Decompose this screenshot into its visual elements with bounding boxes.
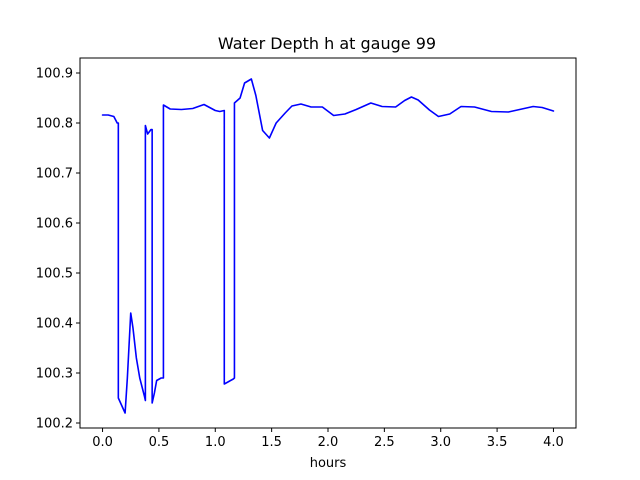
series-line-0 bbox=[101, 78, 555, 414]
x-axis: 0.0 0.5 1.0 1.5 2.0 2.5 3.0 3.5 4.0 bbox=[92, 428, 564, 450]
x-tick-label: 3.0 bbox=[430, 435, 451, 450]
y-tick-label: 100.5 bbox=[36, 267, 73, 282]
x-tick-label: 1.0 bbox=[205, 435, 226, 450]
y-tick-label: 100.3 bbox=[36, 367, 73, 382]
y-tick-label: 100.4 bbox=[36, 317, 73, 332]
x-tick-label: 1.5 bbox=[261, 435, 282, 450]
x-axis-title: hours bbox=[310, 456, 347, 471]
y-axis: 100.2 100.3 100.4 100.5 100.6 100.7 100.8 100.9 bbox=[36, 67, 80, 432]
x-tick-label: 2.0 bbox=[318, 435, 339, 450]
x-tick-label: 0.5 bbox=[149, 435, 170, 450]
x-tick-label: 3.5 bbox=[487, 435, 508, 450]
x-tick-label: 4.0 bbox=[543, 435, 564, 450]
y-tick-label: 100.6 bbox=[36, 217, 73, 232]
x-tick-label: 0.0 bbox=[92, 435, 113, 450]
y-tick-label: 100.9 bbox=[36, 67, 73, 82]
y-tick-label: 100.8 bbox=[36, 117, 73, 132]
x-tick-label: 2.5 bbox=[374, 435, 395, 450]
y-tick-label: 100.2 bbox=[36, 417, 73, 432]
series-layer bbox=[101, 78, 555, 414]
y-tick-label: 100.7 bbox=[36, 167, 73, 182]
chart-title: Water Depth h at gauge 99 bbox=[218, 34, 436, 53]
